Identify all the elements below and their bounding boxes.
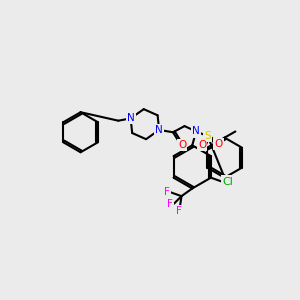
Text: N: N [155, 125, 163, 135]
Text: F: F [164, 187, 170, 197]
Text: N: N [192, 127, 200, 136]
Text: S: S [204, 131, 211, 141]
Text: O: O [178, 140, 186, 150]
Text: F: F [167, 199, 173, 209]
Text: N: N [127, 113, 134, 123]
Text: O: O [214, 139, 223, 149]
Text: F: F [176, 206, 182, 216]
Text: Cl: Cl [222, 176, 233, 187]
Text: O: O [198, 140, 206, 150]
